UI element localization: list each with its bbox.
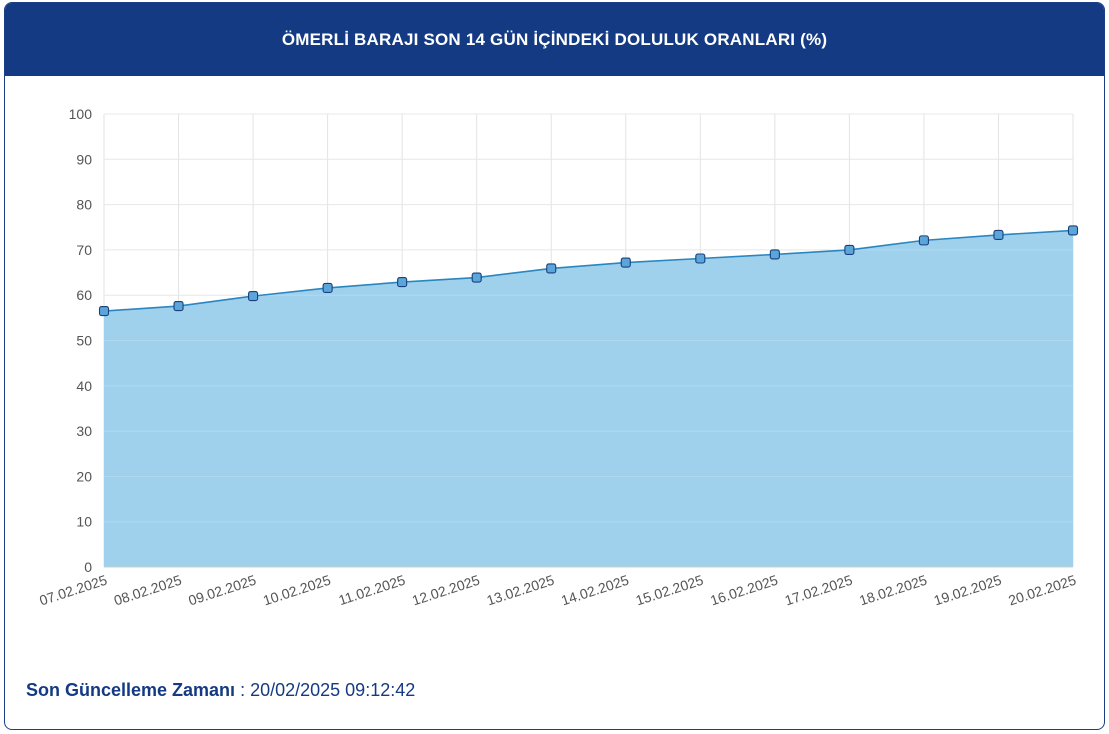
data-point xyxy=(248,291,259,302)
y-tick-label: 50 xyxy=(76,333,92,349)
y-tick-label: 40 xyxy=(76,378,92,394)
x-tick-label: 11.02.2025 xyxy=(336,572,407,609)
last-update-separator: : xyxy=(235,680,251,700)
data-point xyxy=(546,263,557,274)
data-point xyxy=(844,244,855,255)
data-point xyxy=(993,229,1004,241)
x-tick-label: 13.02.2025 xyxy=(485,572,557,609)
y-tick-label: 20 xyxy=(76,468,92,484)
data-point xyxy=(1067,225,1079,236)
x-tick-label: 17.02.2025 xyxy=(783,572,855,609)
x-tick-label: 10.02.2025 xyxy=(261,572,333,609)
data-point xyxy=(397,277,408,288)
x-tick-label: 07.02.2025 xyxy=(37,572,109,609)
y-tick-label: 60 xyxy=(76,287,92,303)
x-tick-label: 15.02.2025 xyxy=(634,572,706,609)
y-tick-label: 90 xyxy=(76,151,92,167)
series-line xyxy=(103,229,1074,312)
x-tick-label: 08.02.2025 xyxy=(112,572,184,609)
x-tick-label: 19.02.2025 xyxy=(932,572,1004,609)
x-tick-label: 16.02.2025 xyxy=(708,572,780,609)
x-tick-label: 14.02.2025 xyxy=(559,572,631,609)
y-tick-label: 70 xyxy=(76,242,92,258)
last-update: Son Güncelleme Zamanı : 20/02/2025 09:12… xyxy=(26,680,415,701)
y-tick-label: 0 xyxy=(84,559,92,575)
data-point xyxy=(471,272,482,283)
data-point xyxy=(322,282,333,294)
data-point xyxy=(98,306,110,317)
last-update-label: Son Güncelleme Zamanı xyxy=(26,680,236,700)
y-tick-label: 100 xyxy=(69,106,93,122)
last-update-value: 20/02/2025 09:12:42 xyxy=(250,680,416,700)
data-point xyxy=(620,257,631,268)
x-tick-label: 12.02.2025 xyxy=(410,572,482,609)
data-point xyxy=(918,235,929,246)
x-tick-label: 09.02.2025 xyxy=(186,572,258,609)
series-area xyxy=(104,230,1073,567)
data-point xyxy=(695,253,706,264)
data-point xyxy=(769,249,780,260)
y-tick-label: 10 xyxy=(76,514,92,530)
chart-title: ÖMERLİ BARAJI SON 14 GÜN İÇİNDEKİ DOLULU… xyxy=(281,29,828,49)
chart-header: ÖMERLİ BARAJI SON 14 GÜN İÇİNDEKİ DOLULU… xyxy=(5,3,1104,76)
x-tick-label: 20.02.2025 xyxy=(1006,572,1078,609)
data-point xyxy=(173,301,184,312)
x-tick-label: 18.02.2025 xyxy=(857,572,929,609)
y-tick-label: 30 xyxy=(76,423,92,439)
y-tick-label: 80 xyxy=(76,197,92,213)
